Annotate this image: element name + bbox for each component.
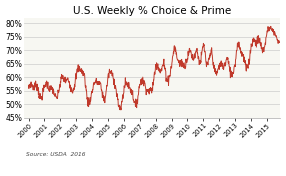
Text: Source: USDA  2016: Source: USDA 2016 bbox=[26, 152, 86, 157]
Title: U.S. Weekly % Choice & Prime: U.S. Weekly % Choice & Prime bbox=[73, 6, 231, 15]
